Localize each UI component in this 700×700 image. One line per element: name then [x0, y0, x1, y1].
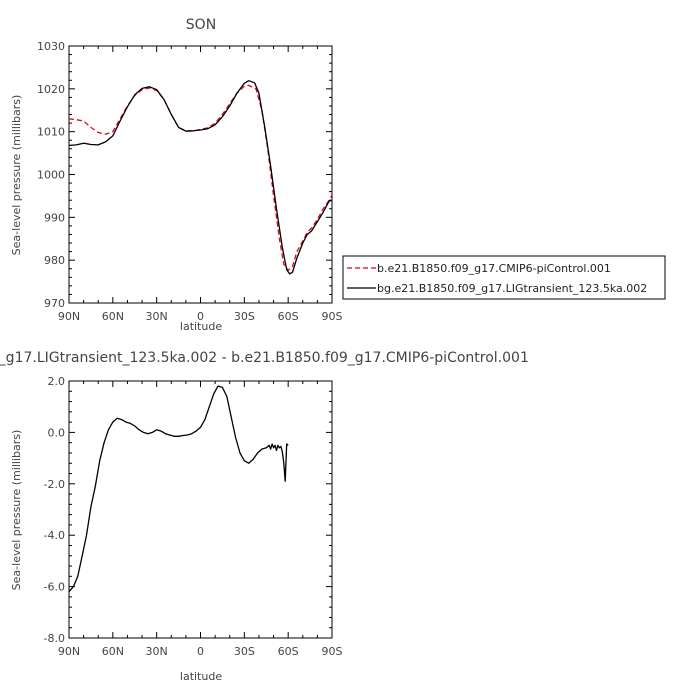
x-tick-label: 30N: [146, 310, 168, 323]
bottom-chart: bg.e21.B1850.f09_g17.LIGtransient_123.5k…: [0, 350, 529, 683]
y-tick-label: -4.0: [44, 529, 65, 542]
y-tick-label: 970: [44, 297, 65, 310]
y-tick-label: 1030: [37, 40, 65, 53]
y-tick-label: 0.0: [48, 426, 66, 439]
x-tick-label: 60N: [102, 645, 124, 658]
y-axis-label: Sea-level pressure (millibars): [10, 430, 23, 591]
y-axis-label: Sea-level pressure (millibars): [10, 95, 23, 256]
series-line-0: [68, 84, 333, 272]
chart-title: SON: [186, 17, 216, 33]
plot-area: 90N 60N 30N 0 30S 60S 90S -8.0 -6.0 -4.0 -2.0 0.0 2.…: [44, 375, 343, 658]
x-tick-label: 0: [197, 310, 204, 323]
series-line-0: [68, 385, 289, 593]
y-tick-label: -8.0: [44, 632, 65, 645]
chart-title: bg.e21.B1850.f09_g17.LIGtransient_123.5k…: [0, 350, 529, 366]
legend-box: [342, 255, 666, 300]
plot-area: 90N 60N 30N 0 30S 60S 90S 970 980 990 1000 1010 1020…: [37, 40, 343, 323]
legend-label-control: b.e21.B1850.f09_g17.CMIP6-piControl.001: [377, 262, 611, 275]
x-tick-label: 60S: [278, 645, 299, 658]
series-line-1: [68, 80, 333, 275]
y-tick-label: 990: [44, 211, 65, 224]
y-tick-label: -2.0: [44, 478, 65, 491]
y-tick-label: 1020: [37, 83, 65, 96]
plot-frame: [68, 380, 333, 639]
y-tick-label: -6.0: [44, 581, 65, 594]
y-tick-label: 1010: [37, 126, 65, 139]
y-tick-label: 980: [44, 254, 65, 267]
legend-label-transient: bg.e21.B1850.f09_g17.LIGtransient_123.5k…: [377, 282, 647, 295]
x-tick-label: 0: [197, 645, 204, 658]
top-chart: SON 90N 60N 30N 0 30S 60S 90S 970 980 990 1000 1010…: [10, 17, 343, 333]
x-tick-label: 90S: [322, 310, 343, 323]
x-axis-label: latitude: [180, 670, 222, 683]
x-tick-label: 90S: [322, 645, 343, 658]
x-tick-label: 60N: [102, 310, 124, 323]
y-tick-label: 2.0: [48, 375, 66, 388]
x-tick-label: 90N: [58, 645, 80, 658]
x-tick-label: 90N: [58, 310, 80, 323]
x-tick-label: 30N: [146, 645, 168, 658]
x-axis-label: latitude: [180, 320, 222, 333]
x-tick-label: 30S: [234, 645, 255, 658]
x-tick-label: 60S: [278, 310, 299, 323]
legend: b.e21.B1850.f09_g17.CMIP6-piControl.001 …: [342, 255, 666, 300]
y-tick-label: 1000: [37, 169, 65, 182]
x-tick-label: 30S: [234, 310, 255, 323]
